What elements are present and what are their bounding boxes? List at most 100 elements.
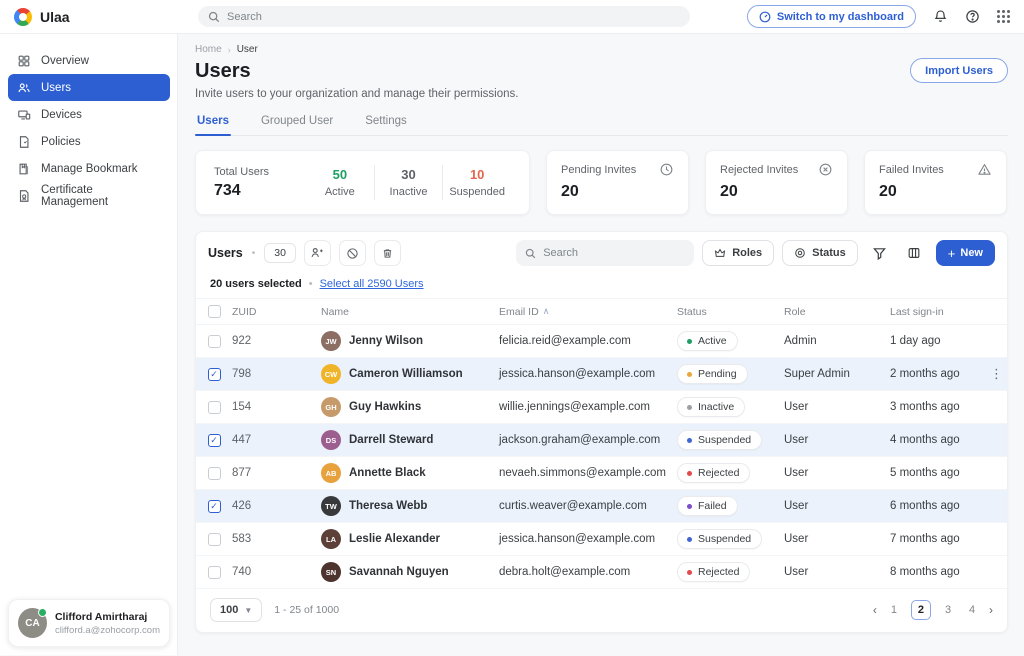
- table-row[interactable]: 154 GH Guy Hawkins willie.jennings@example.…: [196, 391, 1007, 424]
- select-all-link[interactable]: Select all 2590 Users: [319, 278, 424, 290]
- sidebar-item-certificate-management[interactable]: Certificate Management: [8, 182, 170, 209]
- dot-separator: •: [251, 247, 256, 259]
- table-row[interactable]: 447 DS Darrell Steward jackson.graham@examp…: [196, 424, 1007, 457]
- col-header-role[interactable]: Role: [784, 305, 806, 318]
- selection-info-row: 20 users selected • Select all 2590 User…: [196, 273, 1007, 298]
- status-dot-icon: [687, 470, 692, 476]
- sidebar-item-users[interactable]: Users: [8, 74, 170, 101]
- row-zuid: 447: [232, 434, 252, 446]
- row-checkbox[interactable]: [207, 466, 221, 480]
- avatar: JW: [321, 331, 341, 351]
- page-number-2[interactable]: 2: [910, 600, 931, 620]
- status-badge: Rejected: [677, 562, 751, 582]
- table-row[interactable]: 877 AB Annette Black nevaeh.simmons@example…: [196, 457, 1007, 490]
- new-user-button[interactable]: + New: [935, 240, 995, 266]
- avatar: CW: [321, 364, 341, 384]
- row-checkbox[interactable]: [207, 400, 221, 414]
- status-filter-button[interactable]: Status: [782, 240, 858, 266]
- table-row[interactable]: 740 SN Savannah Nguyen debra.holt@example.c…: [196, 556, 1007, 589]
- row-checkbox[interactable]: [207, 334, 221, 348]
- row-name: Leslie Alexander: [349, 533, 440, 545]
- add-user-icon-button[interactable]: [303, 240, 331, 266]
- col-header-email-label: Email ID: [499, 305, 539, 318]
- col-header-status[interactable]: Status: [677, 305, 707, 318]
- plus-icon: +: [947, 245, 956, 261]
- tab-users[interactable]: Users: [195, 115, 231, 136]
- tab-grouped-user[interactable]: Grouped User: [260, 115, 334, 127]
- sort-ascending-icon[interactable]: ∧: [542, 306, 550, 316]
- import-users-button[interactable]: Import Users: [910, 58, 1008, 83]
- table-search-input[interactable]: Search: [516, 240, 695, 266]
- status-label: Failed: [698, 500, 727, 512]
- status-dot-icon: [687, 503, 692, 509]
- col-header-name[interactable]: Name: [321, 305, 350, 318]
- status-dot-icon: [687, 569, 692, 575]
- row-checkbox[interactable]: [207, 565, 221, 579]
- page-number-3[interactable]: 3: [944, 604, 952, 616]
- status-dot-icon: [687, 338, 692, 344]
- segment-label: Active: [324, 186, 355, 198]
- help-icon[interactable]: [965, 9, 980, 24]
- avatar: TW: [321, 496, 341, 516]
- page-number-1[interactable]: 1: [890, 604, 897, 616]
- columns-icon-button[interactable]: [900, 240, 928, 266]
- row-zuid: 877: [232, 467, 252, 479]
- switch-dashboard-button[interactable]: Switch to my dashboard: [746, 5, 916, 28]
- sidebar-item-manage-bookmark[interactable]: Manage Bookmark: [8, 155, 170, 182]
- row-checkbox[interactable]: [207, 499, 221, 513]
- status-badge: Active: [677, 331, 738, 351]
- tab-settings[interactable]: Settings: [365, 115, 407, 127]
- col-header-zuid[interactable]: ZUID: [232, 305, 257, 318]
- table-row[interactable]: 798 CW Cameron Williamson jessica.hanson@ex…: [196, 358, 1007, 391]
- sidebar-item-label: Manage Bookmark: [41, 162, 138, 175]
- col-header-email[interactable]: Email ID ∧: [499, 306, 677, 318]
- sidebar-item-label: Devices: [41, 108, 82, 121]
- row-role: Admin: [784, 335, 817, 347]
- delete-users-icon-button[interactable]: [373, 240, 401, 266]
- row-checkbox[interactable]: [207, 532, 221, 546]
- row-menu-kebab-icon[interactable]: ⋮: [990, 366, 1003, 381]
- breadcrumb: Home › User: [195, 44, 1008, 55]
- row-last-signin: 2 months ago: [890, 368, 960, 380]
- search-icon: [525, 248, 536, 259]
- next-page-icon[interactable]: ›: [989, 603, 993, 617]
- select-all-checkbox[interactable]: [207, 305, 221, 318]
- apps-grid-icon[interactable]: [997, 10, 1010, 23]
- chevron-down-icon: ▼: [244, 605, 253, 615]
- selected-count-text: 20 users selected: [210, 278, 302, 290]
- filter-funnel-icon-button[interactable]: [865, 240, 893, 266]
- row-role: User: [784, 434, 809, 446]
- rejected-invites-card: Rejected Invites 20: [705, 150, 848, 215]
- row-zuid: 583: [232, 533, 252, 545]
- row-email: felicia.reid@example.com: [499, 335, 631, 347]
- sidebar-item-overview[interactable]: Overview: [8, 47, 170, 74]
- sidebar-item-policies[interactable]: Policies: [8, 128, 170, 155]
- total-users-card: Total Users 734 50 Active 30 Inactive 10 Susp…: [195, 150, 530, 215]
- table-row[interactable]: 583 LA Leslie Alexander jessica.hanson@exam…: [196, 523, 1007, 556]
- page-number-4[interactable]: 4: [968, 604, 976, 616]
- profile-card[interactable]: CA Clifford Amirtharaj clifford.a@zohoco…: [8, 599, 170, 647]
- sidebar-item-devices[interactable]: Devices: [8, 101, 170, 128]
- row-email: debra.holt@example.com: [499, 566, 631, 578]
- segment-value: 10: [469, 167, 485, 182]
- row-zuid: 154: [232, 401, 252, 413]
- page-subtitle: Invite users to your organization and ma…: [195, 88, 519, 100]
- status-label: Inactive: [698, 401, 735, 413]
- segment-label: Inactive: [389, 186, 428, 198]
- row-checkbox[interactable]: [207, 367, 221, 381]
- row-checkbox[interactable]: [207, 433, 221, 447]
- breadcrumb-home[interactable]: Home: [195, 44, 222, 55]
- stats-cards: Total Users 734 50 Active 30 Inactive 10 Susp…: [195, 150, 1008, 215]
- notifications-bell-icon[interactable]: [933, 9, 948, 24]
- prev-page-icon[interactable]: ‹: [872, 603, 877, 617]
- col-header-last-signin[interactable]: Last sign-in: [890, 305, 944, 318]
- table-row[interactable]: 426 TW Theresa Webb curtis.weaver@example.c…: [196, 490, 1007, 523]
- page-size-select[interactable]: 100 ▼: [210, 598, 263, 622]
- global-search-input[interactable]: Search: [198, 6, 690, 27]
- roles-filter-button[interactable]: Roles: [702, 240, 775, 266]
- table-row[interactable]: 922 JW Jenny Wilson felicia.reid@example.co…: [196, 325, 1007, 358]
- tabs: Users Grouped User Settings: [195, 115, 1008, 136]
- block-user-icon-button[interactable]: [338, 240, 366, 266]
- card-label: Pending Invites: [561, 163, 637, 176]
- status-label: Pending: [698, 368, 737, 380]
